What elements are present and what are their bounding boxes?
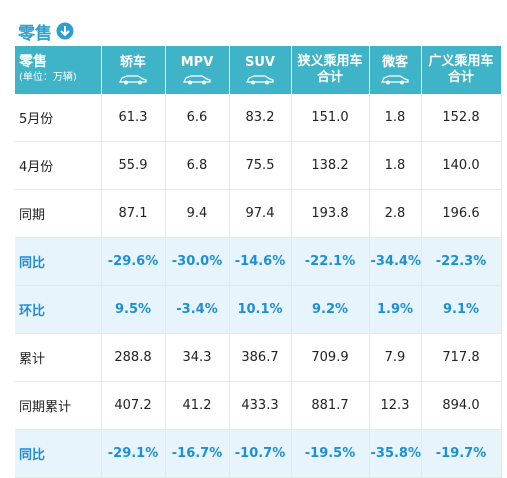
cell: 2.8 [369, 189, 422, 238]
table-row: 同比 -29.6% -30.0% -14.6% -22.1% -34.4% -22.3% [15, 237, 502, 286]
cell: 386.7 [229, 333, 292, 382]
cell: 9.4 [165, 189, 230, 238]
column-header: 轿车 [101, 46, 166, 94]
corner-header: 零售 (单位：万辆) [15, 46, 102, 94]
corner-title: 零售 [19, 54, 47, 70]
cell: 6.6 [165, 94, 230, 142]
column-header: 狭义乘用车合计 [291, 46, 370, 94]
cell: 288.8 [101, 333, 166, 382]
cell: 151.0 [291, 94, 370, 142]
cell: 55.9 [101, 141, 166, 190]
cell: 407.2 [101, 381, 166, 430]
title-text: 零售 [18, 23, 52, 44]
cell: 717.8 [421, 333, 502, 382]
cell: 9.2% [291, 285, 370, 334]
cell: 97.4 [229, 189, 292, 238]
column-label: 微客 [381, 55, 408, 70]
table-row: 环比 9.5% -3.4% 10.1% 9.2% 1.9% 9.1% [15, 285, 502, 334]
row-label: 5月份 [15, 94, 102, 142]
corner-unit: (单位：万辆) [19, 72, 77, 83]
cell: -19.5% [291, 429, 370, 478]
cell: 1.8 [369, 94, 422, 142]
cell: 138.2 [291, 141, 370, 190]
cell: -22.1% [291, 237, 370, 286]
cell: 87.1 [101, 189, 166, 238]
cell: 9.1% [421, 285, 502, 334]
cell: 433.3 [229, 381, 292, 430]
cell: -29.6% [101, 237, 166, 286]
section-title: 零售 [18, 18, 74, 44]
column-header: 微客 [369, 46, 422, 94]
cell: -10.7% [229, 429, 292, 478]
cell: 6.8 [165, 141, 230, 190]
cell: -30.0% [165, 237, 230, 286]
cell: 12.3 [369, 381, 422, 430]
header-row: 零售 (单位：万辆) 轿车 MPV SUV 狭义乘用车合计 微客 广义乘用车合计 [15, 46, 502, 94]
row-label: 环比 [15, 285, 102, 334]
row-label: 同比 [15, 237, 102, 286]
cell: 196.6 [421, 189, 502, 238]
down-icon [56, 22, 74, 40]
column-label: 轿车 [119, 55, 146, 70]
table-row: 4月份 55.9 6.8 75.5 138.2 1.8 140.0 [15, 141, 502, 190]
table-row: 同比 -29.1% -16.7% -10.7% -19.5% -35.8% -19.7% [15, 429, 502, 478]
cell: 7.9 [369, 333, 422, 382]
row-label: 4月份 [15, 141, 102, 190]
row-label: 累计 [15, 333, 102, 382]
car-icon [245, 75, 274, 85]
cell: 1.8 [369, 141, 422, 190]
cell: -3.4% [165, 285, 230, 334]
cell: 709.9 [291, 333, 370, 382]
cell: 10.1% [229, 285, 292, 334]
cell: 61.3 [101, 94, 166, 142]
cell: 894.0 [421, 381, 502, 430]
cell: 193.8 [291, 189, 370, 238]
column-header: SUV [229, 46, 292, 94]
column-label: SUV [245, 55, 275, 70]
cell: 9.5% [101, 285, 166, 334]
car-icon [118, 75, 147, 85]
cell: -29.1% [101, 429, 166, 478]
car-icon [182, 75, 211, 85]
table-row: 同期 87.1 9.4 97.4 193.8 2.8 196.6 [15, 189, 502, 238]
row-label: 同比 [15, 429, 102, 478]
cell: -22.3% [421, 237, 502, 286]
data-table: 零售 (单位：万辆) 轿车 MPV SUV 狭义乘用车合计 微客 广义乘用车合计 5月份 61.… [15, 46, 502, 478]
table-row: 累计 288.8 34.3 386.7 709.9 7.9 717.8 [15, 333, 502, 382]
column-header: 广义乘用车合计 [421, 46, 502, 94]
cell: -16.7% [165, 429, 230, 478]
column-header: MPV [165, 46, 230, 94]
cell: -35.8% [369, 429, 422, 478]
cell: 41.2 [165, 381, 230, 430]
column-label: 狭义乘用车合计 [297, 54, 363, 85]
column-label: 广义乘用车合计 [428, 54, 494, 85]
cell: -14.6% [229, 237, 292, 286]
page: 零售 零售 (单位：万辆) 轿车 MPV SUV 狭义乘用车合计 微客 广义乘用车合计 5月份… [15, 18, 502, 478]
cell: 1.9% [369, 285, 422, 334]
cell: 140.0 [421, 141, 502, 190]
column-label: MPV [180, 55, 214, 70]
cell: 881.7 [291, 381, 370, 430]
table-row: 5月份 61.3 6.6 83.2 151.0 1.8 152.8 [15, 94, 502, 142]
row-label: 同期累计 [15, 381, 102, 430]
table-body: 5月份 61.3 6.6 83.2 151.0 1.8 152.8 4月份 55.9 6.8 75.… [15, 94, 502, 478]
cell: -19.7% [421, 429, 502, 478]
cell: 83.2 [229, 94, 292, 142]
row-label: 同期 [15, 189, 102, 238]
cell: 75.5 [229, 141, 292, 190]
cell: -34.4% [369, 237, 422, 286]
cell: 34.3 [165, 333, 230, 382]
table-row: 同期累计 407.2 41.2 433.3 881.7 12.3 894.0 [15, 381, 502, 430]
car-icon [380, 75, 409, 85]
cell: 152.8 [421, 94, 502, 142]
